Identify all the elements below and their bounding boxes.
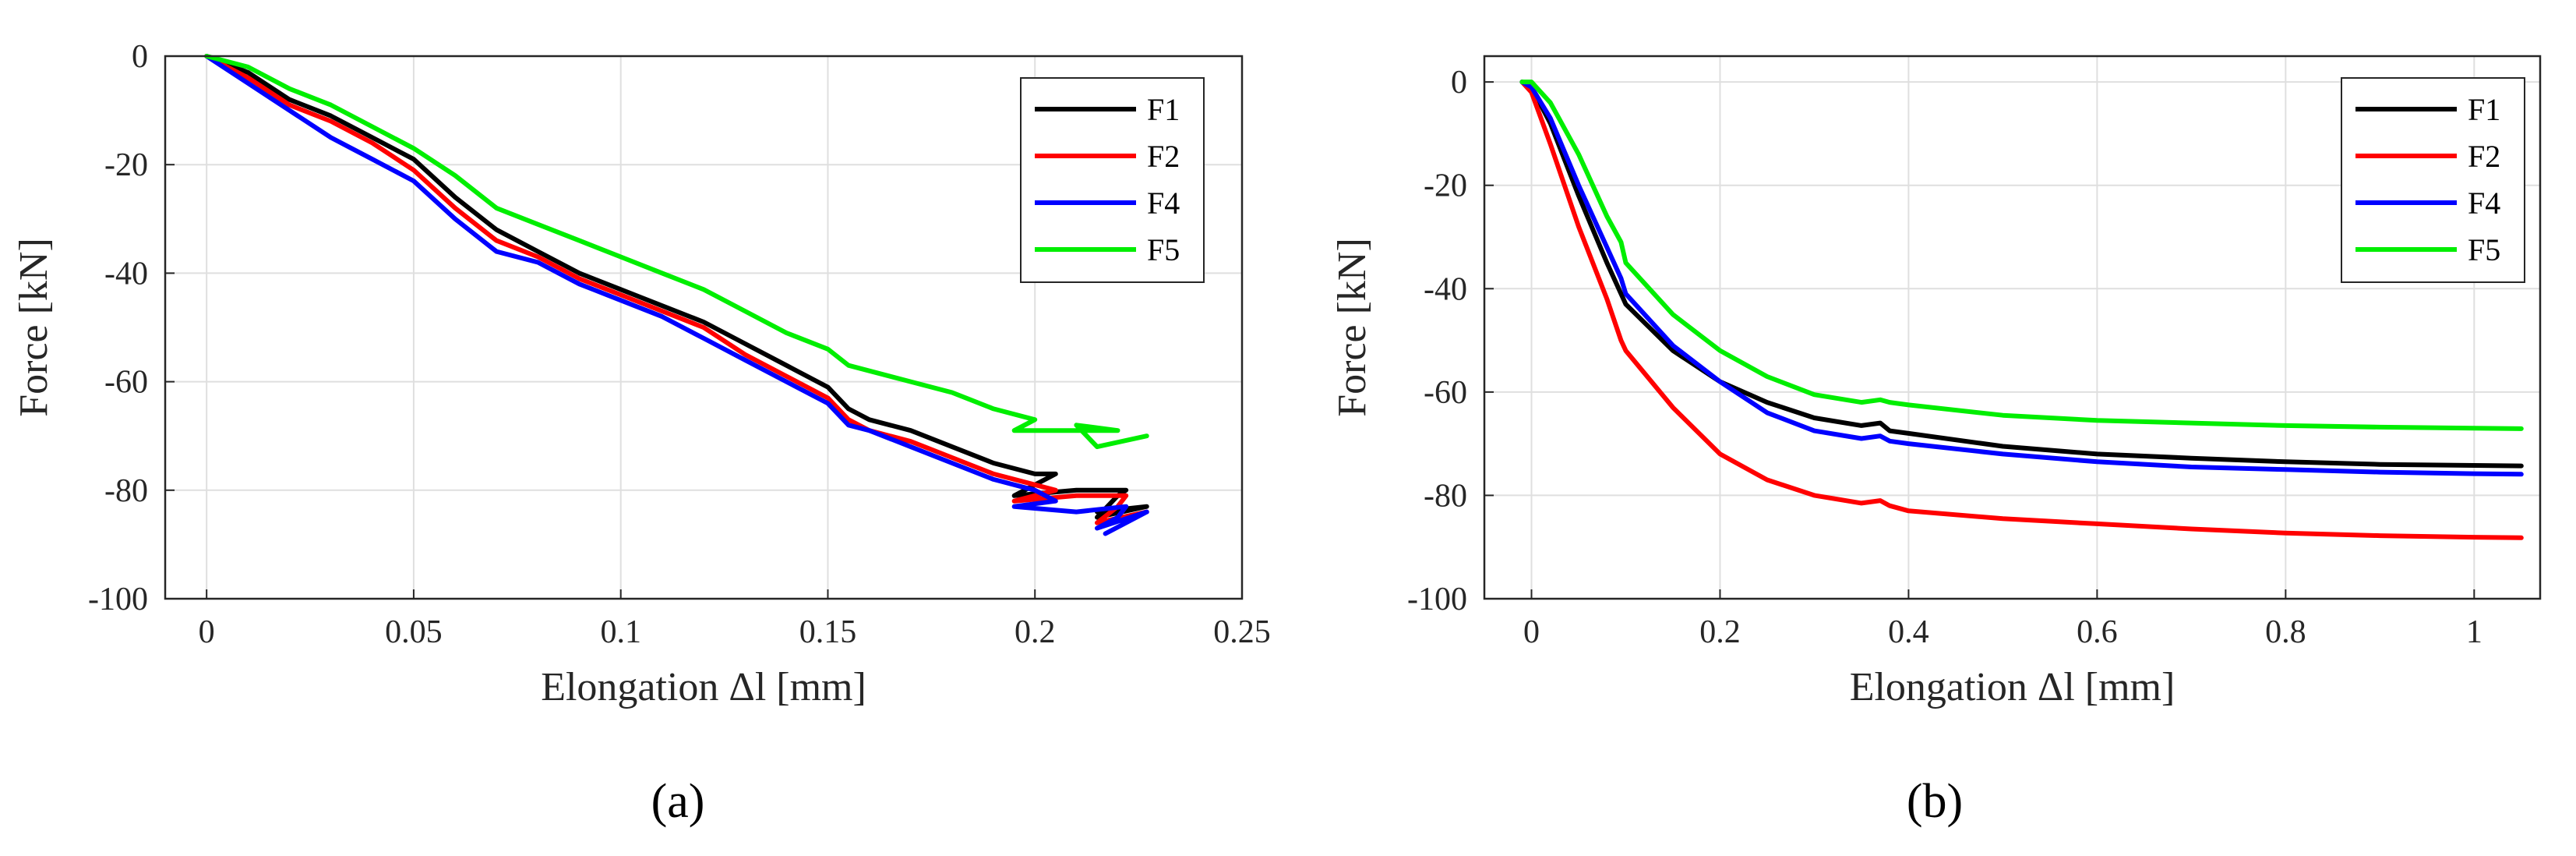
series-group [204,54,1149,536]
plot-frame [164,55,1244,600]
chart-a: 0 0.05 0.1 0.15 0.2 0.25 0 -20 -40 -60 -80 -100 Elon… [12,39,1271,828]
x-tick-label: 0.2 [1015,614,1056,650]
x-tick-label: 0 [1523,614,1540,650]
series-line-f2 [1519,80,2524,540]
x-tick-label: 0.1 [600,614,641,650]
x-tick-label: 0.8 [2265,614,2306,650]
x-tick-label: 0.4 [1888,614,1929,650]
series-line-f1 [1519,80,2524,469]
x-tick-label: 0.15 [799,614,857,650]
x-axis-label: Elongation Δl [mm] [1850,665,2175,709]
y-tick-label: -40 [1424,271,1467,307]
chart-b: 0 0.2 0.4 0.6 0.8 1 0 -20 -40 -60 -80 -100 Elongatio… [1330,55,2542,828]
x-tick-label: 0.05 [385,614,443,650]
series-line-f5 [204,54,1149,450]
legend-label-f4: F4 [1147,186,1180,221]
x-tick-label: 0 [199,614,215,650]
legend-label-f2: F2 [2468,139,2500,174]
legend-label-f4: F4 [2468,186,2500,221]
x-tick-label: 0.2 [1699,614,1741,650]
panel-label: (a) [651,775,705,828]
x-tick-label: 0.6 [2077,614,2118,650]
series-line-f1 [204,54,1149,520]
legend-label-f1: F1 [2468,92,2500,127]
legend-label-f5: F5 [2468,232,2500,267]
x-tick-label: 1 [2466,614,2482,650]
series-line-f2 [204,54,1149,525]
y-tick-label: -100 [1407,582,1467,617]
y-tick-label: -60 [1424,375,1467,411]
series-group [1519,80,2524,540]
series-line-f4 [1519,80,2524,477]
y-axis-label: Force [kN] [1330,238,1374,417]
y-tick-label: -80 [1424,478,1467,514]
legend-label-f2: F2 [1147,139,1180,174]
y-tick-label: -40 [104,256,148,292]
y-tick-label: -60 [104,365,148,401]
x-tick-label: 0.25 [1213,614,1271,650]
y-tick-label: -20 [1424,168,1467,204]
y-axis-label: Force [kN] [12,238,56,417]
y-tick-label: -80 [104,473,148,509]
y-tick-label: 0 [1451,65,1467,101]
legend: F1 F2 F4 F5 [1020,77,1205,283]
y-tick-label: -20 [104,147,148,183]
plot-frame [1483,55,2542,600]
legend: F1 F2 F4 F5 [2341,77,2525,283]
panel-label: (b) [1907,775,1963,828]
y-tick-label: 0 [132,39,148,75]
series-line-f5 [1519,80,2524,431]
y-tick-label: -100 [88,582,148,617]
series-line-f4 [204,54,1149,536]
legend-label-f5: F5 [1147,232,1180,267]
x-axis-label: Elongation Δl [mm] [541,665,866,709]
legend-label-f1: F1 [1147,92,1180,127]
